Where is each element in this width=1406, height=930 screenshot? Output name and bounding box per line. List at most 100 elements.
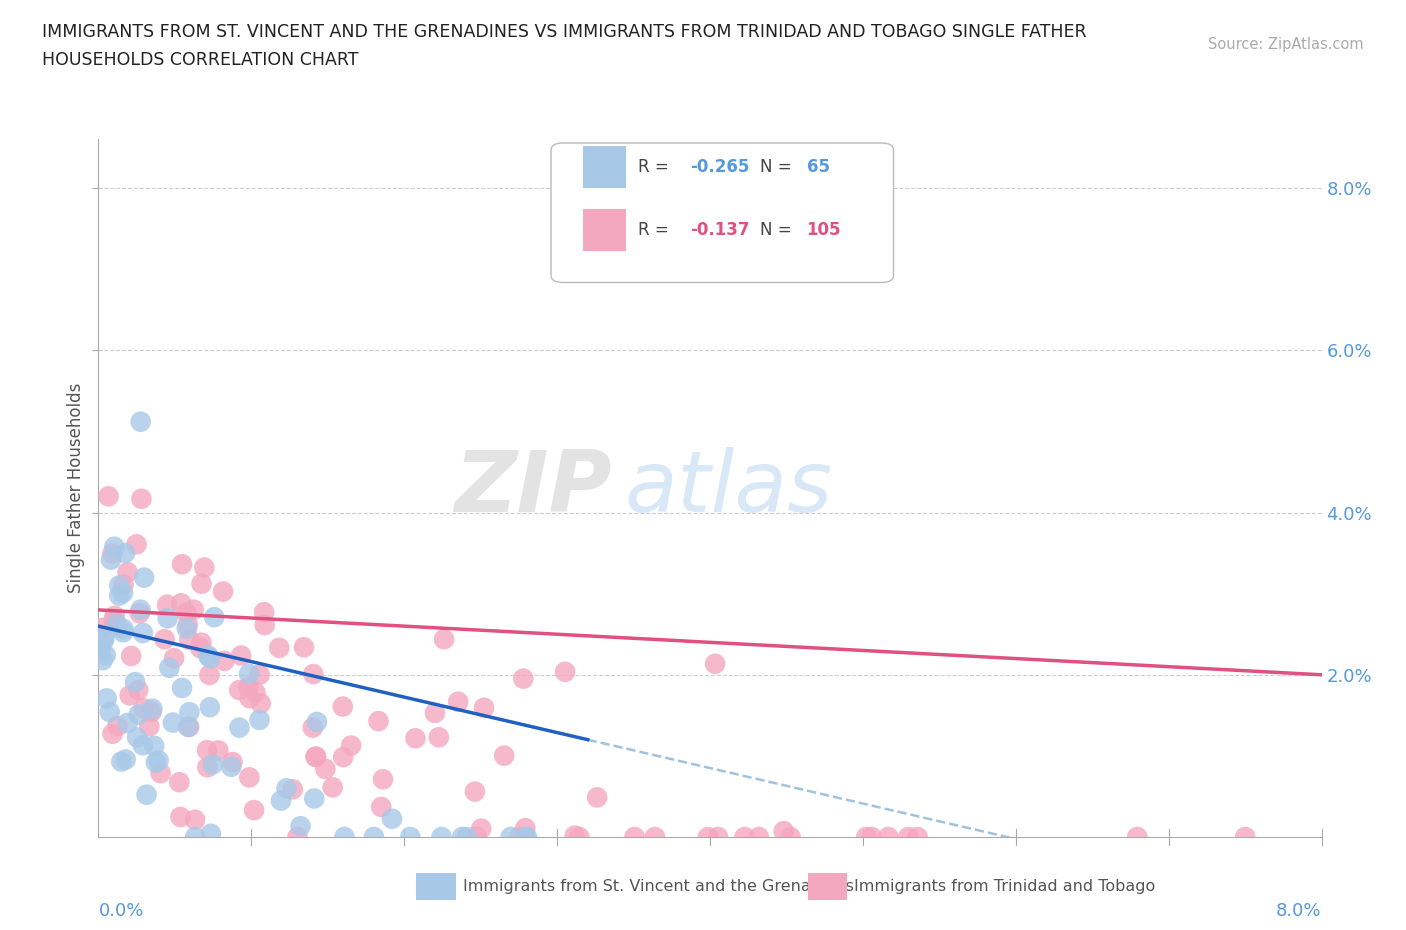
Point xyxy=(103,613,125,628)
Point xyxy=(118,688,141,703)
Point xyxy=(105,619,128,634)
Point xyxy=(427,730,450,745)
Point xyxy=(156,611,179,626)
Point xyxy=(623,830,645,844)
Point xyxy=(195,760,218,775)
Point xyxy=(91,653,114,668)
Point xyxy=(508,830,530,844)
Point xyxy=(128,707,150,722)
Point xyxy=(734,830,756,844)
Point xyxy=(238,770,260,785)
Point xyxy=(101,726,124,741)
Text: atlas: atlas xyxy=(624,446,832,530)
Point xyxy=(162,715,184,730)
Point xyxy=(129,414,152,429)
Point xyxy=(304,750,326,764)
Point xyxy=(381,811,404,826)
Point xyxy=(704,657,727,671)
Point xyxy=(184,812,207,827)
Point xyxy=(332,750,354,764)
Point xyxy=(96,691,118,706)
Point xyxy=(451,830,474,844)
Point xyxy=(190,635,212,650)
Point xyxy=(114,752,136,767)
Text: -0.137: -0.137 xyxy=(690,221,749,239)
Point xyxy=(897,830,920,844)
Point xyxy=(124,674,146,689)
Point xyxy=(515,830,537,844)
Text: Source: ZipAtlas.com: Source: ZipAtlas.com xyxy=(1208,37,1364,52)
Point xyxy=(105,617,128,631)
Point xyxy=(198,699,221,714)
Point xyxy=(276,781,298,796)
Point xyxy=(423,706,446,721)
Point xyxy=(207,743,229,758)
Point xyxy=(170,557,193,572)
Point xyxy=(120,648,142,663)
Point xyxy=(201,757,224,772)
Point xyxy=(132,737,155,752)
Bar xyxy=(583,209,626,251)
Point xyxy=(290,818,312,833)
Point xyxy=(305,750,328,764)
Point xyxy=(586,790,609,804)
Point xyxy=(564,828,586,843)
Point xyxy=(302,667,325,682)
FancyBboxPatch shape xyxy=(551,143,894,283)
Point xyxy=(855,830,877,844)
Point xyxy=(253,604,276,619)
Point xyxy=(104,608,127,623)
Point xyxy=(170,681,193,696)
Point xyxy=(322,780,344,795)
Point xyxy=(132,701,155,716)
Point xyxy=(512,671,534,686)
Point xyxy=(176,621,198,636)
Point xyxy=(499,830,522,844)
Text: R =: R = xyxy=(638,158,673,177)
Point xyxy=(221,754,243,769)
Point xyxy=(127,683,149,698)
Point xyxy=(281,782,304,797)
Point xyxy=(456,830,478,844)
Point xyxy=(157,660,180,675)
Point xyxy=(239,691,262,706)
Point xyxy=(111,585,134,600)
Point xyxy=(131,491,153,506)
Point xyxy=(108,588,131,603)
Point xyxy=(190,577,212,591)
Text: N =: N = xyxy=(761,221,797,239)
Point xyxy=(198,668,221,683)
Point xyxy=(245,685,267,700)
Point xyxy=(197,648,219,663)
Point xyxy=(202,610,225,625)
Point xyxy=(90,620,112,635)
Text: IMMIGRANTS FROM ST. VINCENT AND THE GRENADINES VS IMMIGRANTS FROM TRINIDAD AND T: IMMIGRANTS FROM ST. VINCENT AND THE GREN… xyxy=(42,23,1087,41)
Point xyxy=(200,827,222,842)
Point xyxy=(697,830,720,844)
Point xyxy=(287,830,309,844)
Point xyxy=(363,830,385,844)
Point xyxy=(515,820,537,835)
Point xyxy=(145,755,167,770)
Text: 8.0%: 8.0% xyxy=(1277,902,1322,920)
Point xyxy=(170,596,193,611)
Point xyxy=(249,696,271,711)
Point xyxy=(371,772,394,787)
Point xyxy=(333,830,356,844)
Bar xyxy=(583,147,626,189)
Point xyxy=(100,552,122,567)
Point xyxy=(104,617,127,631)
Point xyxy=(301,720,323,735)
Point xyxy=(198,651,221,666)
Point xyxy=(433,631,456,646)
Point xyxy=(860,830,883,844)
Point xyxy=(270,793,292,808)
Point xyxy=(430,830,453,844)
Point xyxy=(125,537,148,551)
Point xyxy=(93,632,115,647)
Point xyxy=(305,714,328,729)
Point xyxy=(107,719,129,734)
Point xyxy=(98,705,121,720)
Point xyxy=(112,578,135,592)
Point xyxy=(129,603,152,618)
